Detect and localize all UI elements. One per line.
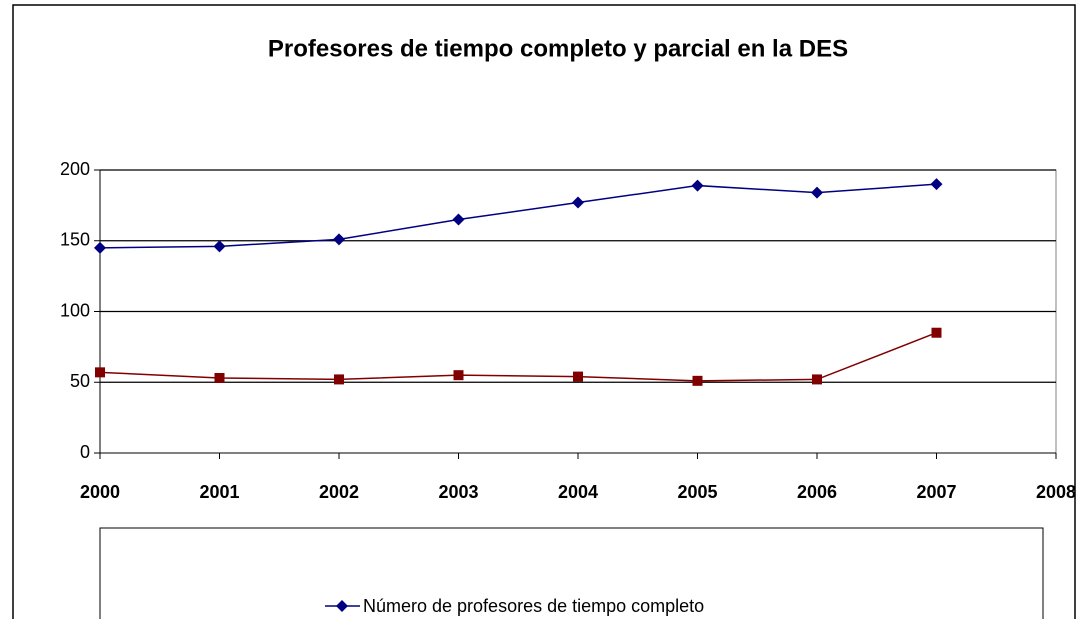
x-tick-label: 2007 [916,482,956,502]
marker [452,213,465,226]
y-tick-label: 150 [60,230,90,250]
x-tick-label: 2001 [199,482,239,502]
x-tick-label: 2006 [797,482,837,502]
legend-label: Número de profesores de tiempo completo [363,596,704,616]
marker [573,371,583,382]
x-tick-label: 2004 [558,482,598,502]
x-tick-label: 2005 [677,482,717,502]
marker [811,186,823,199]
y-tick-label: 50 [70,371,90,391]
marker [930,178,943,191]
x-tick-label: 2000 [80,482,120,502]
marker [95,367,105,378]
x-tick-label: 2002 [319,482,359,502]
marker [453,370,464,381]
marker [333,233,345,246]
marker [931,327,942,338]
marker [691,179,704,192]
y-tick-label: 100 [60,300,90,320]
marker [572,196,584,209]
marker [336,600,348,612]
marker [812,374,822,385]
chart-title: Profesores de tiempo completo y parcial … [268,35,848,62]
legend-box [99,527,1044,619]
x-tick-label: 2003 [438,482,478,502]
marker [334,374,344,385]
series-line [99,332,937,382]
marker [692,375,703,386]
y-tick-label: 200 [60,159,90,179]
x-tick-label: 2008 [1036,482,1076,502]
marker [213,240,226,253]
legend-label: Número de profesores de tiempo parcial [363,617,684,619]
series-line [99,183,937,249]
marker [214,373,225,384]
marker [94,241,106,254]
y-tick-label: 0 [80,442,90,462]
chart-frame [12,4,1076,619]
